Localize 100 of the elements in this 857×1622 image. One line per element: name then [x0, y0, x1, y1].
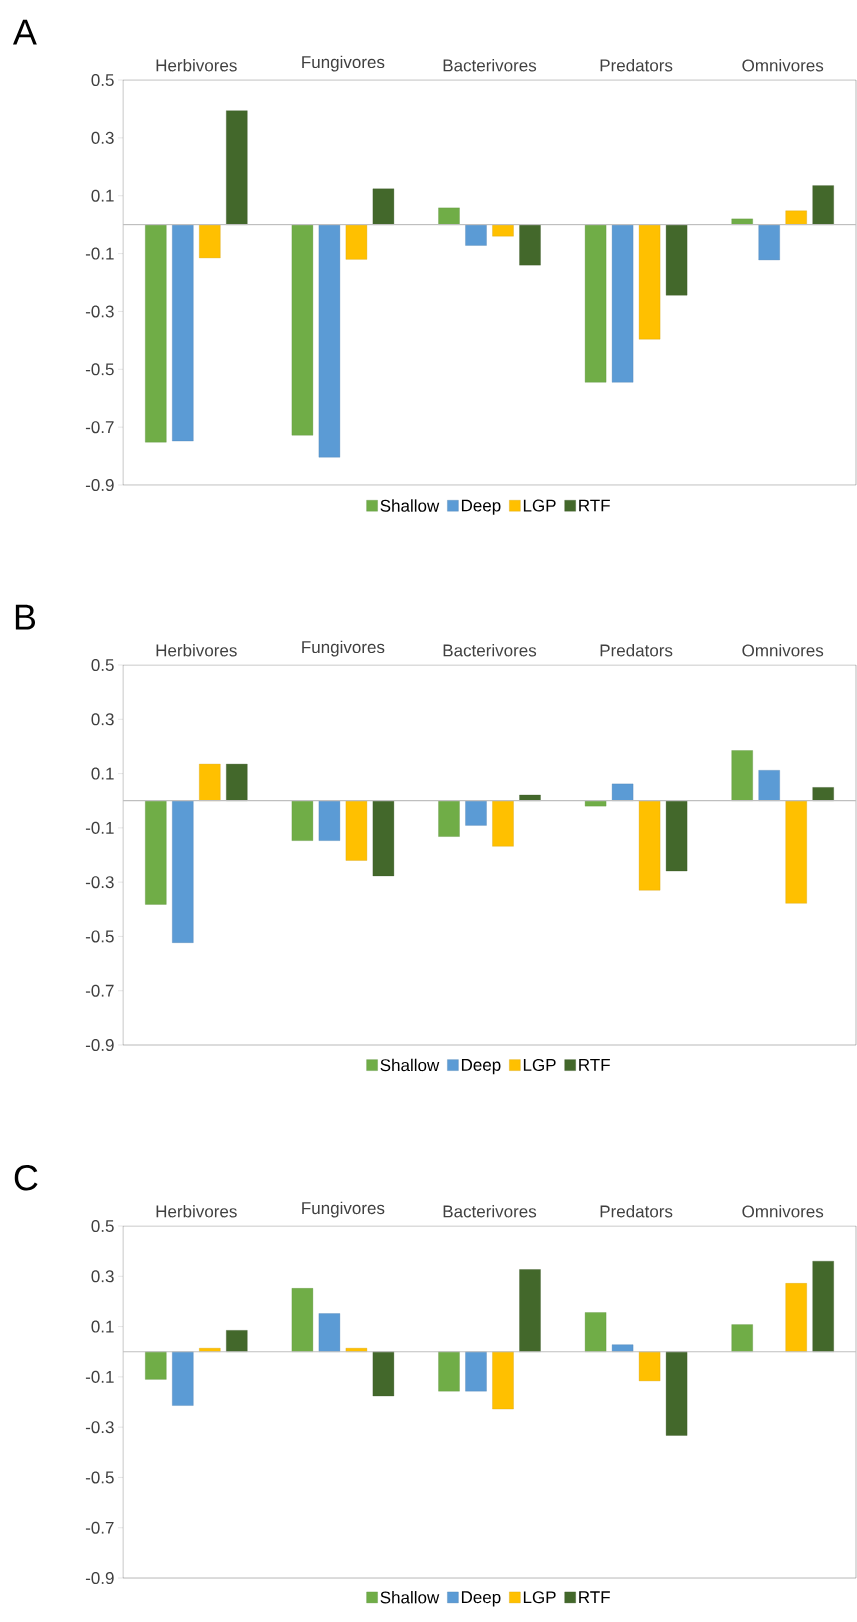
bar: [731, 1324, 753, 1352]
bar: [638, 800, 661, 891]
bar: [812, 185, 834, 225]
bar: [611, 224, 634, 383]
chart-title: B: [15, 604, 36, 630]
bar: [438, 1351, 460, 1392]
bar: [465, 224, 487, 246]
legend-label: LGP: [523, 499, 556, 512]
bar: [172, 1351, 194, 1406]
bar: [665, 1351, 688, 1436]
bar: [638, 1351, 661, 1382]
y-tick-label: 0.3: [91, 1270, 114, 1283]
bar: [372, 188, 395, 225]
x-tick-label: Predators: [600, 1205, 673, 1218]
bar: [584, 1312, 607, 1352]
bar: [731, 750, 753, 801]
bar: [492, 224, 514, 237]
y-tick-label: -0.1: [85, 247, 114, 260]
bar: [465, 1351, 487, 1392]
bar: [199, 763, 221, 801]
bar: [638, 224, 661, 340]
x-tick-label: Omnivores: [742, 1205, 824, 1218]
bar: [438, 800, 460, 837]
y-tick-label: -0.9: [85, 1038, 114, 1052]
bar: [758, 770, 780, 801]
y-tick-label: 0.5: [91, 73, 114, 87]
bar: [492, 800, 514, 847]
bar: [345, 224, 368, 260]
legend-label: RTF: [579, 1591, 610, 1604]
y-tick-label: -0.7: [85, 984, 114, 997]
x-tick-label: Omnivores: [742, 58, 824, 72]
bar: [145, 1351, 167, 1380]
x-tick-label: Omnivores: [742, 644, 824, 657]
x-tick-label: Bacterivores: [443, 1205, 537, 1218]
chart-title: C: [14, 1165, 38, 1191]
y-tick-label: 0.1: [91, 1320, 114, 1333]
y-tick-label: -0.5: [85, 363, 114, 376]
bar: [226, 1330, 248, 1352]
bar: [438, 207, 460, 225]
y-tick-label: -0.3: [85, 876, 114, 889]
y-tick-label: -0.1: [85, 821, 114, 834]
bar: [611, 783, 634, 801]
y-tick-label: -0.1: [85, 1370, 114, 1383]
legend-label: RTF: [579, 499, 610, 512]
bar: [492, 1351, 514, 1410]
bar: [318, 1313, 341, 1352]
y-tick-label: -0.3: [85, 1421, 114, 1434]
bar: [812, 787, 834, 801]
bar: [291, 800, 314, 841]
legend-label: Shallow: [380, 1591, 440, 1604]
y-tick-label: -0.3: [85, 305, 114, 318]
y-tick-label: 0.3: [91, 713, 114, 726]
y-tick-label: 0.3: [91, 131, 114, 144]
legend-label: Shallow: [380, 1058, 440, 1072]
y-tick-label: 0.5: [91, 1220, 114, 1233]
legend-label: LGP: [523, 1058, 556, 1071]
legend-label: Deep: [461, 1059, 501, 1075]
bar: [291, 224, 314, 436]
bar: [172, 800, 194, 943]
bar: [758, 224, 780, 261]
bar: [145, 224, 167, 443]
x-tick-label: Predators: [600, 58, 673, 72]
y-tick-label: -0.7: [85, 421, 114, 434]
bar: [584, 224, 607, 383]
bar: [226, 110, 248, 225]
bar: [145, 800, 167, 905]
bar: [665, 224, 688, 296]
y-tick-label: 0.1: [91, 767, 114, 780]
bar: [372, 800, 395, 877]
x-tick-label: Predators: [600, 644, 673, 657]
x-tick-label: Bacterivores: [443, 644, 537, 657]
bar: [584, 800, 607, 807]
bar: [519, 794, 541, 801]
legend-label: LGP: [523, 1591, 556, 1604]
bar: [785, 800, 807, 904]
bar: [172, 224, 194, 442]
bar: [785, 1283, 807, 1352]
bar: [291, 1288, 314, 1352]
bar: [226, 763, 248, 801]
bar: [785, 210, 807, 225]
y-tick-label: 0.1: [91, 189, 114, 202]
bar: [318, 224, 341, 458]
x-tick-label: Fungivores: [302, 1201, 385, 1218]
bar: [465, 800, 487, 826]
y-tick-label: -0.5: [85, 1471, 114, 1484]
legend-label: RTF: [579, 1059, 610, 1071]
x-tick-label: Herbivores: [156, 644, 237, 657]
y-tick-label: -0.9: [85, 1572, 114, 1585]
chart-title: A: [12, 19, 37, 45]
bar: [318, 800, 341, 841]
x-tick-label: Herbivores: [156, 58, 237, 72]
x-tick-label: Herbivores: [156, 1205, 237, 1218]
bar: [812, 1261, 834, 1352]
y-tick-label: -0.9: [85, 479, 114, 492]
y-tick-label: -0.7: [85, 1521, 114, 1534]
x-tick-label: Bacterivores: [443, 58, 537, 72]
legend-label: Shallow: [380, 499, 440, 512]
bar: [731, 218, 753, 225]
bar: [345, 800, 368, 861]
bar: [519, 1269, 541, 1352]
